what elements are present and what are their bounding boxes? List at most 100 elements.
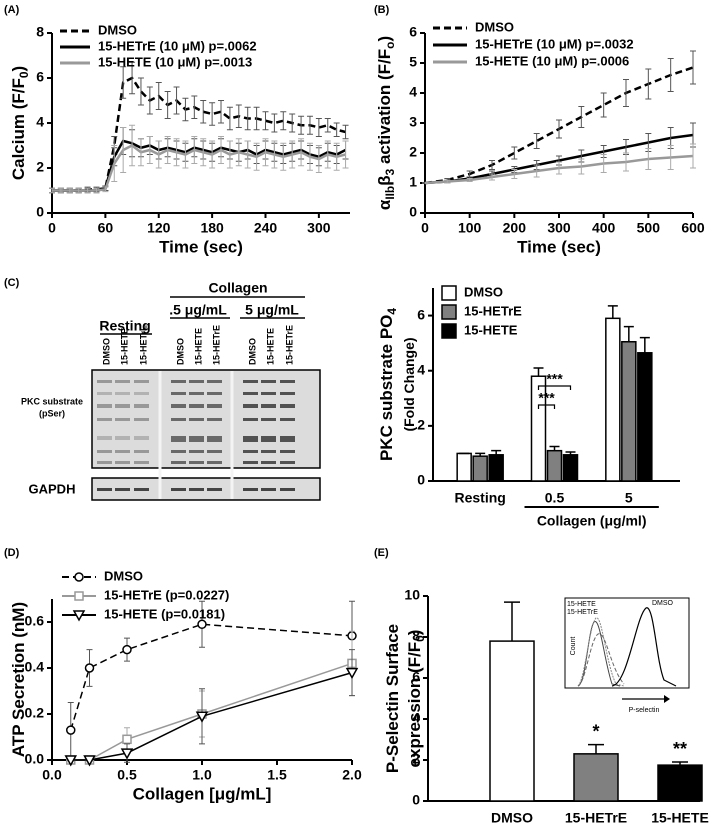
marker <box>345 667 359 680</box>
inset-label: 15-HETrE <box>567 609 598 616</box>
y-axis-title-part: β <box>375 175 394 185</box>
blot-band <box>171 436 186 442</box>
marker <box>66 725 76 735</box>
error-bar <box>93 187 100 194</box>
y-axis-title-part: IIb <box>383 186 397 200</box>
series-line <box>52 144 346 192</box>
significance-mark: ** <box>673 739 687 759</box>
blot-band <box>171 380 186 383</box>
x-axis-title: Collagen (μg/ml) <box>537 513 647 529</box>
blot-band <box>115 461 130 464</box>
blot-band <box>243 404 258 408</box>
x-tick-label: Resting <box>454 490 505 506</box>
lane-label: 15-HETE <box>193 328 203 365</box>
blot-band <box>115 450 130 453</box>
blot-frame <box>91 477 321 501</box>
y-axis-title-part: 4 <box>385 308 399 315</box>
y-axis-title-part: Calcium (F/F <box>9 78 28 180</box>
error-bar <box>137 77 144 106</box>
y-axis-title-part: ) <box>9 66 28 72</box>
error-bar <box>533 164 540 178</box>
marker <box>83 755 96 767</box>
lane-label: DMSO <box>175 338 185 365</box>
blot-band <box>261 418 276 421</box>
x-axis-title: Time (sec) <box>517 237 601 256</box>
bar <box>657 764 703 802</box>
error-bar <box>475 452 486 457</box>
error-bar <box>191 136 198 164</box>
error-bar <box>607 305 618 319</box>
y-tick-label: 1 <box>409 174 417 190</box>
marker <box>74 572 84 582</box>
inset-curve <box>577 617 625 687</box>
panel-label: (D) <box>4 547 20 559</box>
y-tick-label: 0.2 <box>25 705 45 721</box>
x-tick-label: 15-HETrE <box>565 810 627 826</box>
error-bar <box>209 102 216 126</box>
x-axis-title: Collagen [μg/mL] <box>133 784 272 803</box>
blot-group-label: .5 μg/mL <box>169 302 227 318</box>
y-tick-label: 4 <box>417 361 425 377</box>
error-bar <box>120 127 127 173</box>
error-bar <box>690 143 696 169</box>
x-tick-label: 300 <box>547 220 571 236</box>
bar <box>621 341 637 482</box>
error-bar <box>191 95 198 119</box>
error-bar <box>129 61 136 95</box>
error-bar <box>200 138 207 167</box>
x-axis-title: Time (sec) <box>159 237 243 256</box>
panel-label: (B) <box>374 4 390 16</box>
legend-swatch <box>441 304 457 320</box>
error-bar <box>565 451 576 455</box>
legend-label: 15-HETE (10 μM) p=.0013 <box>98 54 252 69</box>
error-bar <box>164 91 171 119</box>
blot-band <box>134 404 149 408</box>
bar <box>637 352 653 482</box>
legend-swatch <box>441 285 457 301</box>
x-tick-label: 0.0 <box>42 767 62 783</box>
y-axis-title: ATP Secretion (nM) <box>9 602 28 757</box>
error-bar <box>306 142 313 171</box>
error-bar <box>111 145 118 182</box>
marker <box>120 748 134 760</box>
error-bar <box>84 187 91 194</box>
inset-y-title: Count <box>570 637 577 656</box>
legend-label: 15-HETrE <box>464 303 522 318</box>
bar <box>488 454 504 482</box>
x-tick-label: 600 <box>681 220 705 236</box>
error-bar <box>556 161 562 175</box>
error-bar <box>253 142 260 171</box>
y-tick-label: 0 <box>412 792 420 808</box>
error-bar <box>298 138 305 167</box>
y-axis-title: PKC substrate PO4 <box>377 308 399 461</box>
y-tick-label: 6 <box>417 306 425 322</box>
blot-band <box>280 436 295 442</box>
error-bar <box>623 325 634 342</box>
blot-band <box>261 404 276 408</box>
y-axis-title-part: o <box>383 42 397 49</box>
bar <box>605 317 621 482</box>
blot-band <box>171 404 186 408</box>
error-bar <box>244 140 251 169</box>
blot-band <box>134 450 149 453</box>
marker <box>84 663 95 673</box>
error-bar <box>262 138 269 167</box>
x-tick-label: 120 <box>147 220 171 236</box>
error-bar <box>466 178 473 182</box>
blot-band <box>261 461 276 464</box>
blot-band <box>171 461 186 464</box>
error-bar <box>645 68 652 100</box>
error-bar <box>155 82 162 110</box>
blot-band <box>280 418 295 421</box>
y-axis-title-part: ATP Secretion (nM) <box>9 602 28 757</box>
blot-band <box>280 461 295 464</box>
y-axis-title-part: 3 <box>383 168 397 175</box>
marker <box>122 644 132 655</box>
lane-label: 15-HETE <box>119 328 129 365</box>
blot-band <box>134 418 149 421</box>
marker <box>74 591 84 601</box>
error-bar <box>588 743 604 754</box>
y-tick-label: 0 <box>36 204 44 220</box>
inset-arrowhead <box>664 695 670 703</box>
blot-band <box>97 418 112 421</box>
